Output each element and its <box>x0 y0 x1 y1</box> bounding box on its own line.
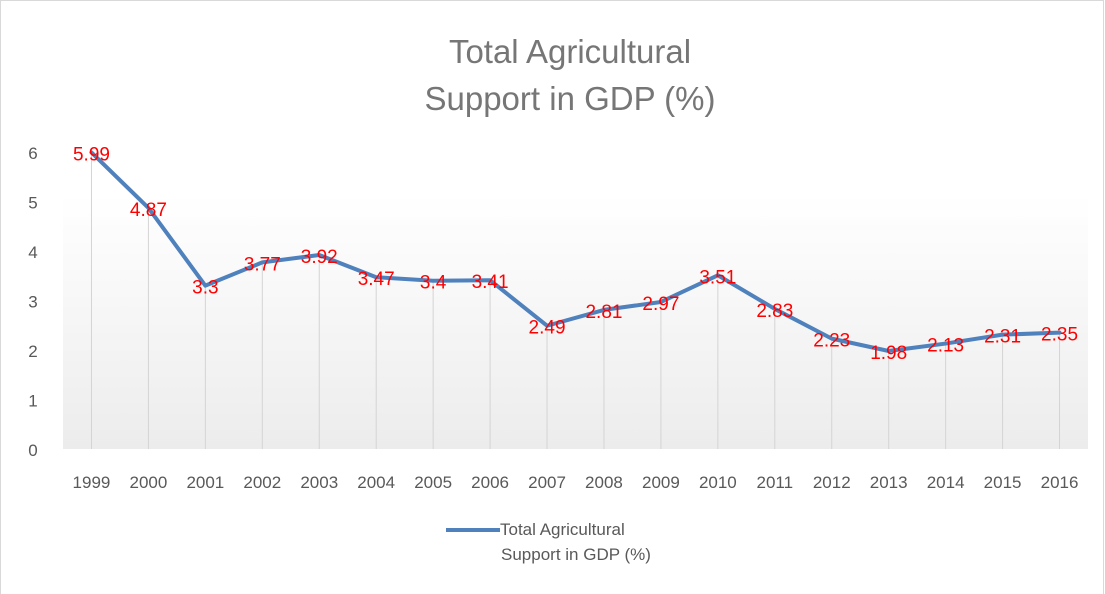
x-tick-label: 2003 <box>300 473 338 492</box>
x-tick-label: 2015 <box>984 473 1022 492</box>
x-tick-label: 2010 <box>699 473 737 492</box>
x-tick-label: 2016 <box>1041 473 1079 492</box>
y-tick-label: 4 <box>28 243 37 262</box>
x-tick-label: 2004 <box>357 473 395 492</box>
y-tick-label: 6 <box>28 144 37 163</box>
x-tick-label: 2005 <box>414 473 452 492</box>
data-label: 2.13 <box>927 336 964 357</box>
legend-label: Total Agricultural Support in GDP (%) <box>500 517 651 567</box>
plot-area-background <box>63 195 1088 449</box>
data-label: 2.35 <box>1041 325 1078 346</box>
chart-title-line-2: Support in GDP (%) <box>424 80 716 117</box>
x-tick-label: 2007 <box>528 473 566 492</box>
data-label: 3.77 <box>244 254 281 275</box>
data-label: 3.4 <box>420 273 447 294</box>
data-label: 3.41 <box>472 272 509 293</box>
data-label: 2.97 <box>642 294 679 315</box>
chart-title: Total Agricultural Support in GDP (%) <box>0 28 1105 122</box>
data-label: 3.92 <box>301 247 338 268</box>
data-label: 3.51 <box>699 267 736 288</box>
data-label: 1.98 <box>870 343 907 364</box>
x-tick-label: 2002 <box>243 473 281 492</box>
data-label: 2.23 <box>813 331 850 352</box>
y-tick-label: 2 <box>28 342 37 361</box>
x-tick-label: 2006 <box>471 473 509 492</box>
x-tick-label: 2000 <box>130 473 168 492</box>
y-tick-label: 1 <box>28 392 37 411</box>
y-tick-label: 5 <box>28 194 37 213</box>
y-tick-label: 3 <box>28 293 37 312</box>
x-tick-label: 2001 <box>186 473 224 492</box>
data-label: 3.3 <box>192 278 218 299</box>
data-label: 2.49 <box>529 318 566 339</box>
data-label: 5.99 <box>73 144 110 165</box>
x-tick-label: 1999 <box>73 473 111 492</box>
series-line <box>89 150 1062 353</box>
legend-swatch <box>446 528 500 532</box>
x-tick-label: 2008 <box>585 473 623 492</box>
x-tick-label: 2011 <box>757 473 794 492</box>
data-label: 2.83 <box>756 301 793 322</box>
x-tick-label: 2014 <box>927 473 965 492</box>
x-tick-label: 2009 <box>642 473 680 492</box>
legend: Total Agricultural Support in GDP (%) <box>446 517 651 567</box>
data-label: 3.47 <box>358 269 395 290</box>
chart-title-line-1: Total Agricultural <box>448 33 692 70</box>
x-tick-label: 2013 <box>870 473 908 492</box>
legend-label-line-1: Total Agricultural <box>500 520 625 539</box>
data-label: 2.31 <box>984 327 1021 348</box>
legend-label-line-2: Support in GDP (%) <box>501 545 651 564</box>
data-label: 4.87 <box>130 200 167 221</box>
y-tick-label: 0 <box>28 441 37 460</box>
data-label: 2.81 <box>585 302 622 323</box>
x-tick-label: 2012 <box>813 473 851 492</box>
